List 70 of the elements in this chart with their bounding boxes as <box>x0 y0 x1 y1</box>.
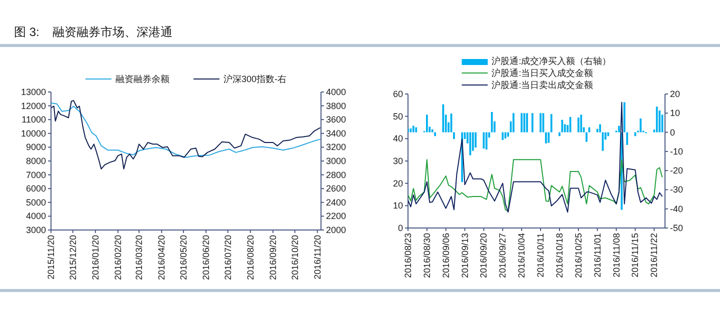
y-tick-label: 8000 <box>26 156 46 166</box>
x-tick-label: 2016/11/22 <box>649 233 660 278</box>
y-tick-label: 20 <box>392 178 403 188</box>
y2-tick-label: 3400 <box>326 128 346 138</box>
x-tick-label: 2016/09/13 <box>460 233 470 278</box>
y2-tick-label: 0 <box>670 127 676 138</box>
y-tick-label: 12000 <box>20 100 46 111</box>
y2-tick-label: 2200 <box>326 211 346 222</box>
x-tick-label: 2016/10/20 <box>290 235 300 280</box>
y2-tick-label: 3000 <box>326 156 346 166</box>
y2-tick-label: 4000 <box>326 87 346 97</box>
y-tick-label: 13000 <box>20 87 46 97</box>
x-tick-label: 2016/05/20 <box>178 235 188 280</box>
x-tick-label: 2016/09/20 <box>268 235 278 280</box>
y2-tick-label: 3800 <box>326 100 346 111</box>
legend-label: 沪股通:成交净买入额（右轴） <box>492 56 612 66</box>
x-tick-label: 2016/02/20 <box>112 235 123 280</box>
y-tick-label: 10000 <box>20 128 46 138</box>
y-tick-label: 9000 <box>26 142 46 152</box>
y-tick-label: 3000 <box>26 225 46 235</box>
legend-label: 沪深300指数-右 <box>223 74 287 84</box>
y2-tick-label: -10 <box>670 146 684 156</box>
y2-tick-label: 10 <box>670 108 680 118</box>
y2-tick-label: 2800 <box>326 170 346 180</box>
legend-label: 沪股通:当日卖出成交金额 <box>492 80 594 90</box>
x-tick-label: 2015/12/20 <box>68 235 78 280</box>
y-tick-label: 30 <box>392 156 403 166</box>
y2-tick-label: -50 <box>670 223 684 233</box>
y-tick-label: 7000 <box>26 170 46 180</box>
x-tick-label: 2016/09/27 <box>498 233 508 278</box>
x-tick-label: 2016/09/06 <box>440 233 451 278</box>
y2-tick-label: 2600 <box>326 184 346 194</box>
y2-tick-label: -20 <box>670 166 684 176</box>
x-tick-label: 2016/10/18 <box>554 233 564 278</box>
x-tick-label: 2016/07/20 <box>222 235 233 280</box>
x-tick-label: 2016/10/25 <box>573 233 584 278</box>
y2-tick-label: 20 <box>670 89 680 99</box>
y2-tick-label: 2400 <box>326 197 346 208</box>
y2-tick-label: -40 <box>670 204 684 214</box>
x-tick-label: 2016/11/15 <box>630 233 640 278</box>
legend-label: 融资融券余额 <box>115 74 170 84</box>
y-tick-label: 50 <box>392 111 403 122</box>
y2-tick-label: 3200 <box>326 142 346 152</box>
x-tick-label: 2016/01/20 <box>90 235 100 280</box>
y2-tick-label: -30 <box>670 184 684 195</box>
x-tick-label: 2016/10/04 <box>516 233 527 278</box>
x-tick-label: 2016/11/01 <box>592 233 602 278</box>
y-tick-label: 5000 <box>26 197 46 208</box>
x-tick-label: 2016/11/08 <box>611 233 622 278</box>
x-tick-label: 2016/11/20 <box>312 235 322 280</box>
x-tick-label: 2016/10/11 <box>536 233 546 278</box>
x-tick-label: 2016/08/20 <box>245 235 256 280</box>
y-tick-label: 11000 <box>22 114 46 125</box>
x-tick-label: 2016/08/30 <box>422 233 432 278</box>
x-tick-label: 2015/11/20 <box>46 235 56 280</box>
x-tick-label: 2016/04/20 <box>156 235 167 280</box>
y2-tick-label: 2000 <box>326 225 346 235</box>
x-tick-label: 2016/06/20 <box>201 235 212 280</box>
y-tick-label: 40 <box>392 134 403 144</box>
chart-title: 图 3: 融资融券市场、深港通 <box>14 25 173 39</box>
y2-tick-label: 3600 <box>326 114 346 125</box>
x-tick-label: 2016/09/20 <box>478 233 489 278</box>
x-tick-label: 2016/08/23 <box>403 233 413 278</box>
y-tick-label: 0 <box>398 223 403 233</box>
y-tick-label: 60 <box>392 89 403 99</box>
x-tick-label: 2016/03/20 <box>134 235 144 280</box>
y-tick-label: 4000 <box>26 211 46 222</box>
legend-label: 沪股通:当日买入成交金额 <box>492 68 594 78</box>
y-tick-label: 10 <box>392 200 403 211</box>
y-tick-label: 6000 <box>26 184 46 194</box>
